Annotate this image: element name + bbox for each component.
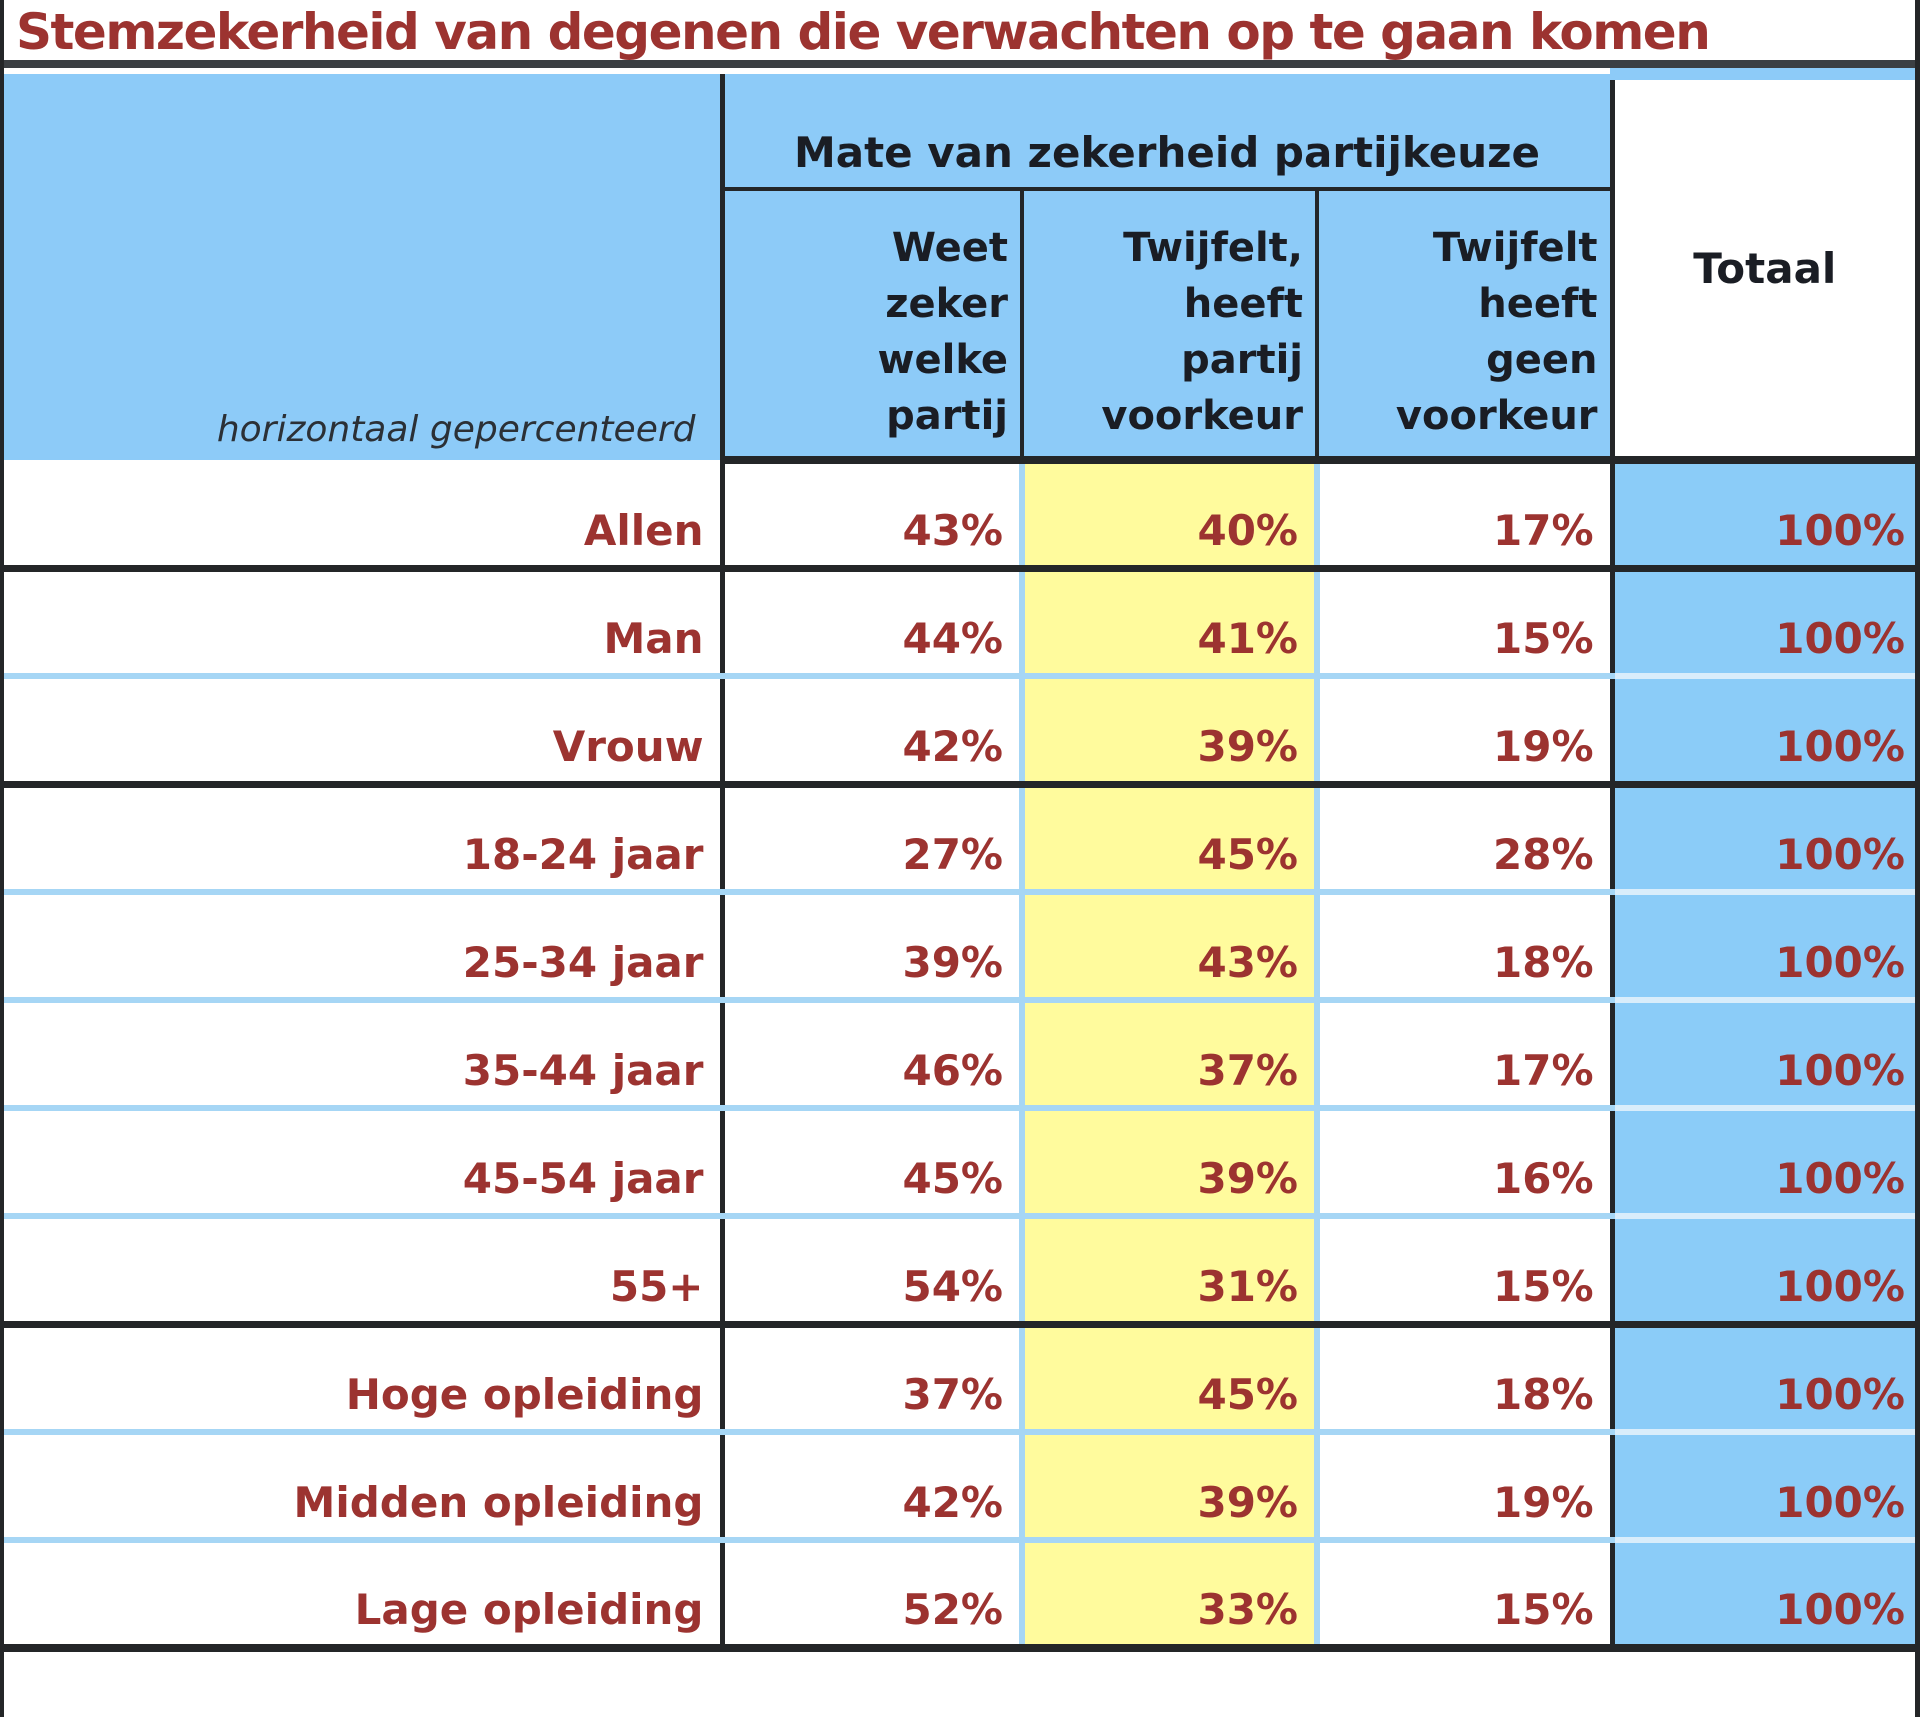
row-label: Lage opleiding: [4, 1540, 725, 1652]
table-row: Midden opleiding 42% 39% 19% 100%: [4, 1432, 1915, 1543]
cell-twijfelt-geen: 18%: [1313, 1324, 1613, 1435]
cell-twijfelt-geen: 17%: [1313, 1000, 1613, 1111]
row-label: Allen: [4, 460, 725, 572]
cell-twijfelt-geen: 28%: [1313, 784, 1613, 895]
table-row: 55+ 54% 31% 15% 100%: [4, 1216, 1915, 1328]
row-label: 18-24 jaar: [4, 784, 725, 895]
header-row-columns: Weet zeker welke partij Twijfelt, heeft …: [4, 189, 1915, 464]
column-header-totaal: Totaal: [1609, 68, 1915, 464]
cell-twijfelt-geen: 15%: [1313, 1216, 1613, 1328]
cell-totaal: 100%: [1609, 1108, 1915, 1219]
cell-twijfelt-partij: 45%: [1019, 784, 1317, 895]
row-label: 55+: [4, 1216, 725, 1328]
table-row: 45-54 jaar 45% 39% 16% 100%: [4, 1108, 1915, 1219]
cell-twijfelt-geen: 15%: [1313, 1540, 1613, 1652]
table-row: Allen 43% 40% 17% 100%: [4, 460, 1915, 572]
cell-weet-zeker: 45%: [722, 1108, 1022, 1219]
cell-twijfelt-partij: 45%: [1019, 1324, 1317, 1435]
cell-totaal: 100%: [1609, 568, 1915, 679]
row-label: 35-44 jaar: [4, 1000, 725, 1111]
row-label: Hoge opleiding: [4, 1324, 725, 1435]
row-label: 45-54 jaar: [4, 1108, 725, 1219]
cell-twijfelt-geen: 19%: [1313, 1432, 1613, 1543]
row-label: Man: [4, 568, 725, 679]
cell-totaal: 100%: [1609, 1540, 1915, 1652]
table-header: horizontaal gepercenteerd Mate van zeker…: [4, 68, 1915, 464]
cell-weet-zeker: 37%: [722, 1324, 1022, 1435]
cell-totaal: 100%: [1609, 676, 1915, 788]
cell-totaal: 100%: [1609, 1432, 1915, 1543]
row-label: 25-34 jaar: [4, 892, 725, 1003]
cell-twijfelt-partij: 43%: [1019, 892, 1317, 1003]
data-table: horizontaal gepercenteerd Mate van zeker…: [4, 68, 1915, 1652]
column-header-weet-zeker: Weet zeker welke partij: [722, 189, 1022, 464]
cell-twijfelt-geen: 19%: [1313, 676, 1613, 788]
cell-weet-zeker: 42%: [722, 1432, 1022, 1543]
cell-totaal: 100%: [1609, 784, 1915, 895]
cell-totaal: 100%: [1609, 1216, 1915, 1328]
cell-twijfelt-geen: 18%: [1313, 892, 1613, 1003]
cell-twijfelt-partij: 41%: [1019, 568, 1317, 679]
cell-weet-zeker: 52%: [722, 1540, 1022, 1652]
table-row: Man 44% 41% 15% 100%: [4, 568, 1915, 679]
cell-weet-zeker: 39%: [722, 892, 1022, 1003]
cell-twijfelt-geen: 16%: [1313, 1108, 1613, 1219]
row-label: Midden opleiding: [4, 1432, 725, 1543]
corner-note: horizontaal gepercenteerd: [4, 74, 725, 460]
column-group-header: Mate van zekerheid partijkeuze: [722, 74, 1613, 191]
column-header-twijfelt-partij: Twijfelt, heeft partij voorkeur: [1020, 189, 1317, 464]
table-row: Hoge opleiding 37% 45% 18% 100%: [4, 1324, 1915, 1435]
header-row-group: horizontaal gepercenteerd Mate van zeker…: [4, 68, 1915, 464]
table-body: Allen 43% 40% 17% 100% Man 44% 41% 15% 1…: [4, 460, 1915, 1652]
cell-totaal: 100%: [1609, 460, 1915, 572]
cell-twijfelt-partij: 39%: [1019, 676, 1317, 788]
table-row: 25-34 jaar 39% 43% 18% 100%: [4, 892, 1915, 1003]
cell-twijfelt-partij: 33%: [1019, 1540, 1317, 1652]
cell-weet-zeker: 43%: [722, 460, 1022, 572]
column-header-twijfelt-geen: Twijfelt heeft geen voorkeur: [1314, 189, 1613, 464]
cell-twijfelt-partij: 39%: [1019, 1432, 1317, 1543]
table-row: Lage opleiding 52% 33% 15% 100%: [4, 1540, 1915, 1652]
cell-twijfelt-partij: 40%: [1019, 460, 1317, 572]
cell-weet-zeker: 27%: [722, 784, 1022, 895]
cell-twijfelt-partij: 37%: [1019, 1000, 1317, 1111]
cell-twijfelt-partij: 31%: [1019, 1216, 1317, 1328]
cell-weet-zeker: 54%: [722, 1216, 1022, 1328]
cell-twijfelt-partij: 39%: [1019, 1108, 1317, 1219]
cell-totaal: 100%: [1609, 1324, 1915, 1435]
page-title: Stemzekerheid van degenen die verwachten…: [16, 3, 1711, 60]
cell-weet-zeker: 44%: [722, 568, 1022, 679]
row-label: Vrouw: [4, 676, 725, 788]
title-divider: [4, 60, 1915, 68]
cell-totaal: 100%: [1609, 892, 1915, 1003]
cell-weet-zeker: 46%: [722, 1000, 1022, 1111]
table-row: 18-24 jaar 27% 45% 28% 100%: [4, 784, 1915, 895]
cell-twijfelt-geen: 17%: [1313, 460, 1613, 572]
cell-weet-zeker: 42%: [722, 676, 1022, 788]
cell-totaal: 100%: [1609, 1000, 1915, 1111]
cell-twijfelt-geen: 15%: [1313, 568, 1613, 679]
table-row: Vrouw 42% 39% 19% 100%: [4, 676, 1915, 788]
table-row: 35-44 jaar 46% 37% 17% 100%: [4, 1000, 1915, 1111]
